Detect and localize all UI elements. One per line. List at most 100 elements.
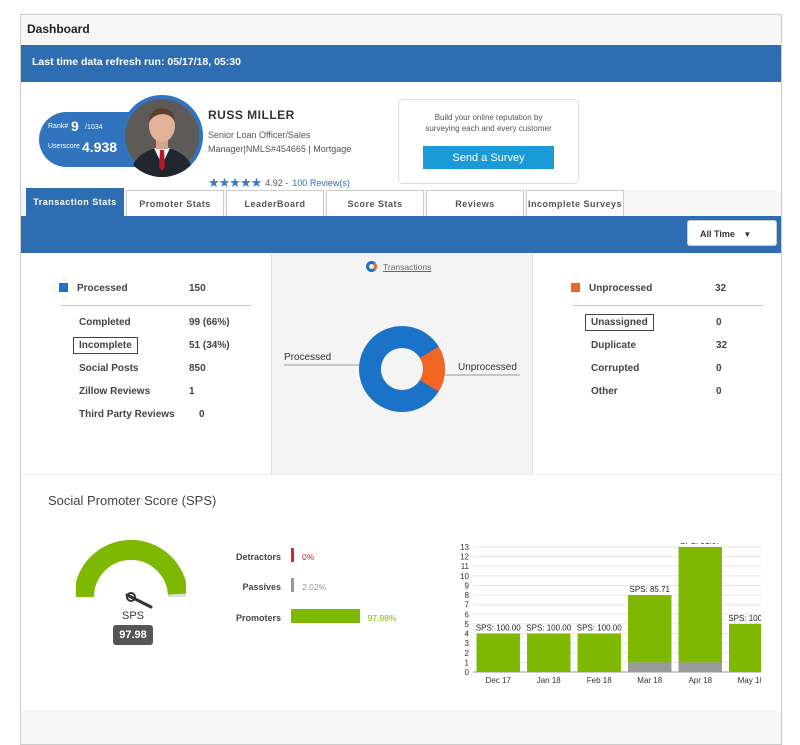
stat-label: Social Posts [79,363,139,374]
bar-segment-promoters[interactable] [678,547,722,663]
stat-label: Third Party Reviews [79,409,175,420]
rank-label: Rank# [48,123,69,130]
unassigned-link[interactable]: Unassigned [585,314,654,331]
processed-label: Processed [77,283,128,294]
bar-segment-passives[interactable] [678,662,722,672]
transaction-stats-panel: Processed 150 Completed 99 (66%) Incompl… [21,253,781,474]
transactions-link[interactable]: Transactions [383,262,432,272]
unprocessed-value: 32 [715,283,727,294]
stat-value: 0 [716,363,722,374]
x-tick-label: Jan 18 [537,676,562,685]
stat-row-social-posts: Social Posts 850 [79,363,206,374]
rank-value: 9 [71,118,79,134]
x-tick-label: Mar 18 [637,676,662,685]
bar-segment-promoters[interactable] [476,633,520,672]
passives-pct: 2.02% [302,582,327,592]
send-survey-button[interactable]: Send a Survey [423,146,554,169]
unprocessed-header: Unprocessed 32 [571,283,726,294]
stat-row-completed: Completed 99 (66%) [79,317,230,328]
bar-segment-promoters[interactable] [527,633,571,672]
stat-row-zillow-reviews: Zillow Reviews 1 [79,386,195,397]
y-tick-label: 11 [461,562,470,571]
window-title: Dashboard [21,15,781,45]
bar-data-label: SPS: 91.67 [680,543,721,546]
passives-bar [291,578,294,592]
bar-segment-promoters[interactable] [628,595,672,663]
rating-row: ★★★★★ 4.92 - 100 Review(s) [208,175,350,191]
tab-leaderboard[interactable]: LeaderBoard [226,190,324,216]
stat-label: Corrupted [591,363,640,374]
stat-row-third-party-reviews: Third Party Reviews 0 [79,409,205,420]
time-range-select[interactable]: All Time ▼ [687,220,777,246]
stats-tabs: Transaction Stats Promoter Stats LeaderB… [21,188,781,216]
donut-chart-icon [366,261,377,272]
survey-promo-line1: Build your online reputation by [434,113,543,122]
avatar[interactable] [121,95,203,177]
tab-promoter-stats[interactable]: Promoter Stats [126,190,224,216]
y-tick-label: 0 [465,668,470,677]
profile-panel: Rank# 9 /1034 Userscore 4.938 RUSS MILLE… [21,82,781,190]
gauge-label: SPS [121,610,144,622]
detractors-label: Detractors [235,552,281,562]
userscore-label: Userscore [48,143,80,150]
stat-value: 0 [716,317,722,328]
gauge-needle [125,593,153,609]
x-tick-label: Feb 18 [587,676,612,685]
x-tick-label: Apr 18 [688,676,712,685]
promoters-pct: 97.98% [367,613,397,623]
promoters-bar [291,609,360,623]
stat-value: 1 [189,386,195,397]
bar-data-label: SPS: 100.00 [728,614,761,623]
bar-data-label: SPS: 100.00 [476,624,521,633]
x-tick-label: May 18 [738,676,761,685]
stat-value: 51 (34%) [189,340,230,351]
stat-value: 0 [199,409,205,420]
agent-title-line1: Senior Loan Officer/Sales [208,130,311,140]
y-tick-label: 3 [465,639,470,648]
bar-segment-promoters[interactable] [577,633,621,672]
refresh-banner: Last time data refresh run: 05/17/18, 05… [21,45,781,82]
tab-incomplete-surveys[interactable]: Incomplete Surveys [526,190,624,216]
detractors-bar [291,548,294,562]
bar-segment-promoters[interactable] [729,623,761,672]
y-tick-label: 4 [465,630,470,639]
passives-label: Passives [242,582,281,592]
agent-name: RUSS MILLER [208,108,295,122]
processed-header: Processed 150 [59,283,206,294]
stat-value: 850 [189,363,206,374]
star-rating-icon: ★★★★★ [208,175,262,190]
rating-value: 4.92 - [265,178,289,188]
y-tick-label: 9 [465,581,470,590]
divider [61,305,251,306]
tab-reviews[interactable]: Reviews [426,190,524,216]
y-tick-label: 5 [465,620,470,629]
y-tick-label: 13 [460,543,469,552]
reviews-link[interactable]: 100 Review(s) [292,178,350,188]
stat-row-unassigned: Unassigned 0 [585,314,722,331]
bar-segment-passives[interactable] [628,662,672,672]
chevron-down-icon: ▼ [743,230,752,239]
tab-score-stats[interactable]: Score Stats [326,190,424,216]
tab-transaction-stats[interactable]: Transaction Stats [26,188,124,216]
incomplete-link[interactable]: Incomplete [73,337,138,354]
y-tick-label: 6 [465,610,470,619]
y-tick-label: 1 [465,658,470,667]
dashboard-window: Dashboard Last time data refresh run: 05… [20,14,782,745]
stat-label: Completed [79,317,131,328]
unprocessed-column: Unprocessed 32 Unassigned 0 Duplicate 32… [533,253,781,474]
time-range-value: All Time [700,229,735,239]
userscore-value: 4.938 [82,139,118,155]
divider [573,305,763,306]
sps-gauge [76,539,186,609]
stat-row-other: Other 0 [591,386,722,397]
stat-label: Other [591,386,618,397]
gauge-value-badge: 97.98 [113,625,153,645]
transactions-donut-panel: Transactions Processed Unprocessed [271,253,533,474]
processed-legend-swatch [59,283,68,292]
stat-label: Duplicate [591,340,637,351]
y-tick-label: 8 [465,591,470,600]
processed-value: 150 [189,283,206,294]
transactions-legend[interactable]: Transactions [366,261,431,272]
x-tick-label: Dec 17 [486,676,512,685]
